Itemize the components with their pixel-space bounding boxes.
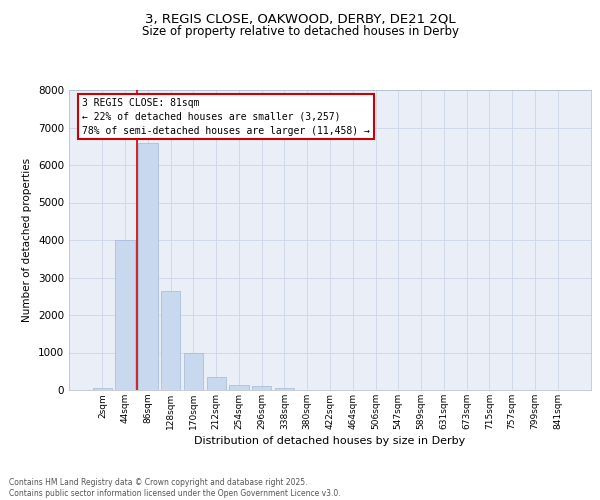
Text: Contains HM Land Registry data © Crown copyright and database right 2025.
Contai: Contains HM Land Registry data © Crown c… (9, 478, 341, 498)
Text: 3, REGIS CLOSE, OAKWOOD, DERBY, DE21 2QL: 3, REGIS CLOSE, OAKWOOD, DERBY, DE21 2QL (145, 12, 455, 26)
Bar (252, 386, 271, 390)
Bar (229, 385, 248, 390)
Bar (275, 388, 294, 390)
Bar (138, 142, 158, 390)
Bar (115, 240, 135, 390)
Bar (184, 352, 203, 390)
Bar (93, 388, 112, 390)
Text: Size of property relative to detached houses in Derby: Size of property relative to detached ho… (142, 25, 458, 38)
Bar (161, 290, 181, 390)
Bar (206, 376, 226, 390)
Y-axis label: Number of detached properties: Number of detached properties (22, 158, 32, 322)
Text: 3 REGIS CLOSE: 81sqm
← 22% of detached houses are smaller (3,257)
78% of semi-de: 3 REGIS CLOSE: 81sqm ← 22% of detached h… (82, 98, 370, 136)
X-axis label: Distribution of detached houses by size in Derby: Distribution of detached houses by size … (194, 436, 466, 446)
